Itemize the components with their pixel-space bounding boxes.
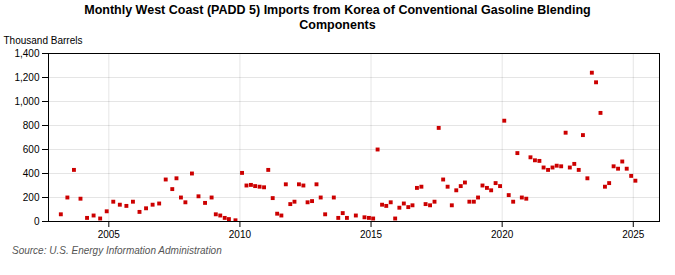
svg-text:400: 400 bbox=[23, 168, 40, 179]
svg-text:1,200: 1,200 bbox=[14, 72, 39, 83]
svg-text:1,000: 1,000 bbox=[14, 96, 39, 107]
svg-text:800: 800 bbox=[23, 120, 40, 131]
html-text:Monthly West Coast (PADD 5) Im: Monthly West Coast (PADD 5) Imports from… bbox=[84, 3, 591, 32]
svg-text:200: 200 bbox=[23, 192, 40, 203]
svg-text:2025: 2025 bbox=[622, 229, 645, 240]
html-text:Source: U.S. Energy Informatio: Source: U.S. Energy Information Administ… bbox=[12, 245, 222, 256]
svg-text:600: 600 bbox=[23, 144, 40, 155]
svg-text:2005: 2005 bbox=[98, 229, 121, 240]
svg-text:0: 0 bbox=[34, 216, 40, 227]
svg-text:1,400: 1,400 bbox=[14, 48, 39, 59]
svg-text:Thousand Barrels: Thousand Barrels bbox=[4, 35, 83, 46]
svg-text:2015: 2015 bbox=[360, 229, 383, 240]
svg-text:2020: 2020 bbox=[491, 229, 514, 240]
svg-text:2010: 2010 bbox=[229, 229, 252, 240]
